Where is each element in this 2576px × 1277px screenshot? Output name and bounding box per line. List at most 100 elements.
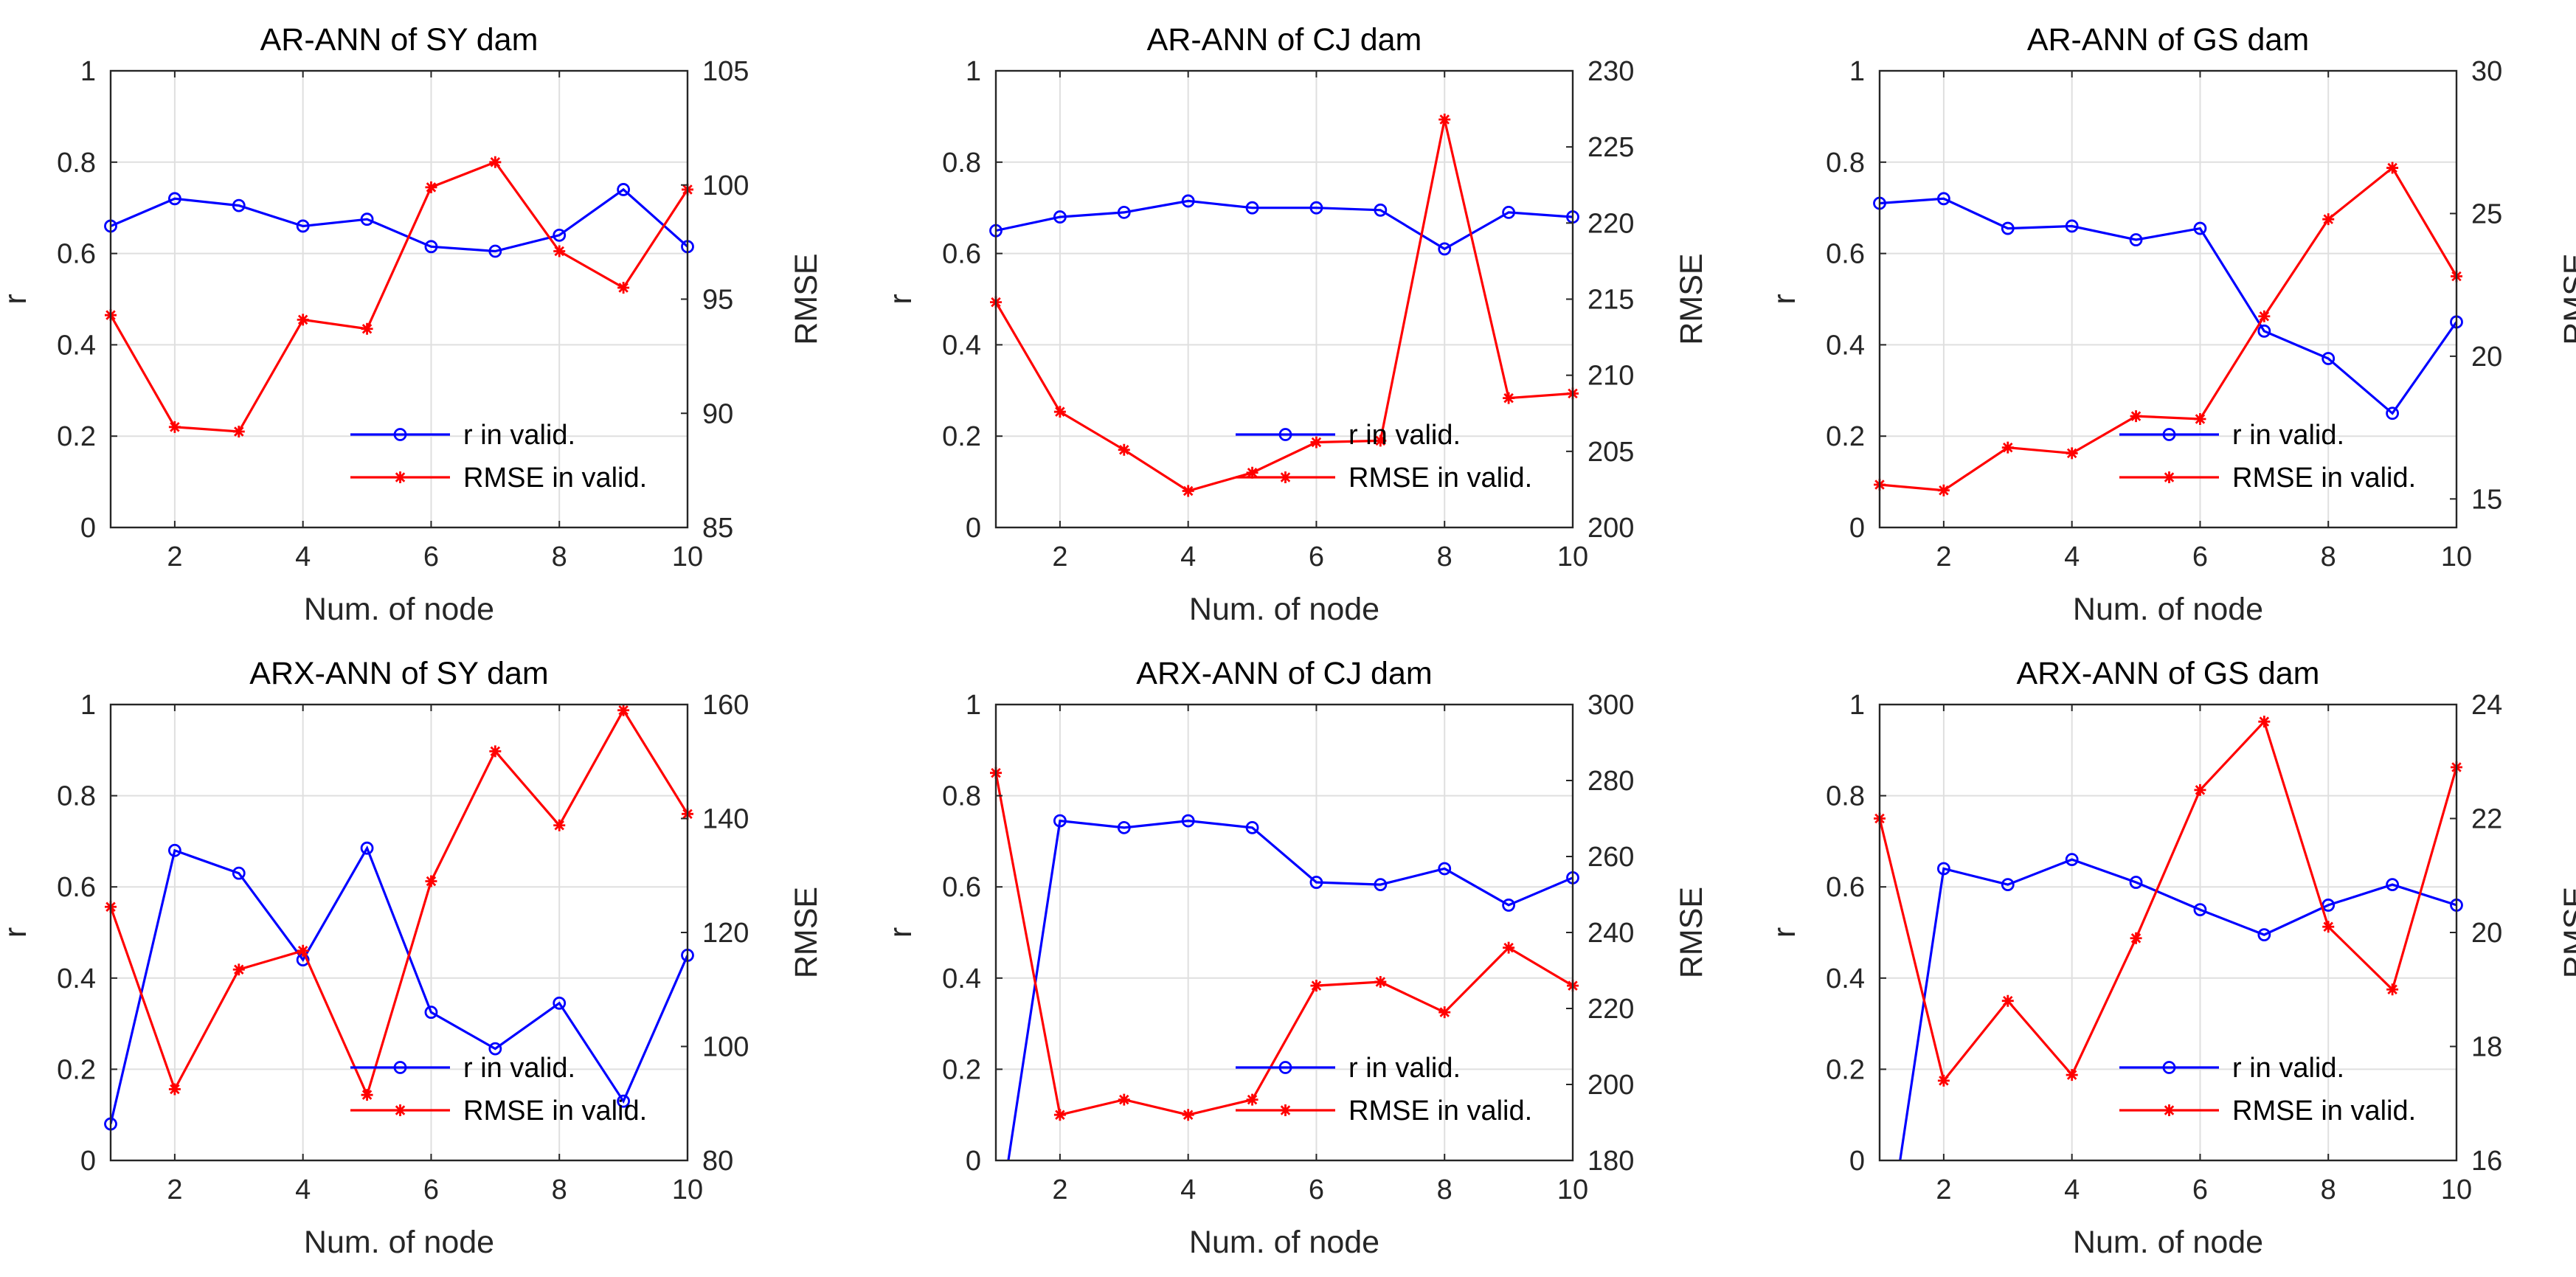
y-left-tick-label: 0 <box>80 1146 96 1177</box>
legend-label: r in valid. <box>463 420 575 451</box>
r-series-line <box>1007 819 1573 1160</box>
y-left-tick-label: 0.2 <box>1826 421 1865 452</box>
legend-label: r in valid. <box>1348 420 1461 451</box>
legend: r in valid. RMSE in valid. <box>350 1053 647 1127</box>
y-left-tick-label: 0 <box>1849 513 1865 544</box>
r-data-point <box>360 212 374 226</box>
y-right-tick-label: 95 <box>702 285 733 316</box>
y-left-axis-label: r <box>1767 927 1802 938</box>
legend: r in valid. RMSE in valid. <box>1236 1053 1532 1127</box>
x-tick-label: 10 <box>672 541 703 572</box>
r-data-point <box>1309 201 1323 215</box>
y-right-tick-label: 100 <box>702 170 749 201</box>
r-data-point <box>2065 853 2079 867</box>
y-right-axis-label: RMSE <box>2558 887 2576 978</box>
rmse-data-point <box>232 963 245 976</box>
y-right-tick-label: 220 <box>1588 994 1634 1025</box>
y-left-tick-label: 0.4 <box>1826 963 1865 994</box>
x-tick-label: 4 <box>2064 541 2080 572</box>
rmse-data-point <box>1310 436 1323 449</box>
y-right-tick-label: 16 <box>2471 1146 2502 1177</box>
x-tick-label: 8 <box>2321 541 2336 572</box>
rmse-data-point <box>2130 410 2142 423</box>
y-right-tick-label: 24 <box>2471 690 2502 721</box>
y-left-tick-label: 0 <box>80 513 96 544</box>
y-left-tick-label: 0.8 <box>1826 148 1865 179</box>
x-tick-label: 6 <box>1309 1174 1324 1205</box>
r-series-line <box>111 187 688 253</box>
r-data-point <box>1245 201 1259 215</box>
r-data-point <box>488 1042 502 1056</box>
legend-marker <box>1279 471 1292 483</box>
y-left-axis-label: r <box>883 294 918 304</box>
y-left-tick-label: 0.6 <box>942 872 981 903</box>
x-tick-label: 8 <box>2321 1174 2336 1205</box>
x-axis-label: Num. of node <box>1189 1225 1379 1260</box>
rmse-data-point <box>617 282 630 294</box>
x-tick-label: 8 <box>1437 1174 1453 1205</box>
rmse-data-point <box>1503 941 1515 954</box>
r-data-point <box>2001 878 2015 892</box>
legend-marker <box>1278 1061 1292 1074</box>
y-left-axis-label: r <box>0 294 33 304</box>
rmse-data-point <box>1118 1093 1130 1106</box>
y-right-tick-label: 140 <box>702 804 749 835</box>
legend-label: r in valid. <box>1348 1053 1461 1084</box>
r-data-point <box>2321 352 2336 365</box>
x-tick-label: 10 <box>2441 1174 2472 1205</box>
legend: r in valid. RMSE in valid. <box>1236 420 1532 494</box>
legend: r in valid. RMSE in valid. <box>350 420 647 494</box>
rmse-data-point <box>2130 932 2142 944</box>
y-left-tick-label: 0.8 <box>57 148 96 179</box>
legend-marker <box>2163 1104 2175 1116</box>
y-left-tick-label: 0 <box>966 513 981 544</box>
r-data-point <box>2257 928 2271 941</box>
rmse-data-point <box>1118 443 1130 456</box>
rmse-data-point <box>2258 716 2271 728</box>
rmse-data-point <box>1374 975 1387 988</box>
chart-panel-5: 2 4 6 8 10 0 0.2 0.4 0.6 0.8 1 180 200 220 240 260 280 30… <box>883 656 1709 1260</box>
x-tick-label: 10 <box>1557 1174 1588 1205</box>
legend-marker <box>2163 471 2175 483</box>
r-data-point <box>296 219 310 233</box>
rmse-data-point <box>2001 441 2014 454</box>
y-right-tick-label: 280 <box>1588 766 1634 797</box>
y-right-tick-label: 105 <box>702 56 749 87</box>
y-right-tick-label: 300 <box>1588 690 1634 721</box>
y-left-tick-label: 0.4 <box>942 963 981 994</box>
y-right-tick-label: 210 <box>1588 361 1634 392</box>
rmse-data-point <box>168 421 181 433</box>
legend-label: RMSE in valid. <box>1348 463 1532 494</box>
x-tick-label: 6 <box>1309 541 1324 572</box>
y-right-tick-label: 200 <box>1588 1070 1634 1101</box>
legend-label: r in valid. <box>2232 420 2344 451</box>
legend-marker <box>1278 428 1292 441</box>
y-left-axis-label: r <box>1767 294 1802 304</box>
y-left-tick-label: 0.2 <box>942 1054 981 1085</box>
legend-label: RMSE in valid. <box>463 1096 647 1127</box>
y-left-tick-label: 0.4 <box>1826 330 1865 361</box>
r-data-point <box>1438 242 1452 256</box>
x-tick-label: 8 <box>552 541 567 572</box>
r-data-point <box>2321 899 2336 912</box>
chart-title: ARX-ANN of GS dam <box>2017 656 2320 691</box>
x-axis-label: Num. of node <box>304 592 494 627</box>
y-left-tick-label: 0.8 <box>1826 781 1865 812</box>
rmse-data-point <box>1182 485 1194 497</box>
x-tick-label: 2 <box>1936 1174 1951 1205</box>
r-series-line <box>1880 197 2456 415</box>
chart-panel-2: 2 4 6 8 10 0 0.2 0.4 0.6 0.8 1 200 205 210 215 220 225 23… <box>883 22 1709 627</box>
legend-marker <box>393 1061 407 1074</box>
x-tick-label: 6 <box>2192 1174 2208 1205</box>
legend-marker <box>2162 1061 2176 1074</box>
y-right-tick-label: 215 <box>1588 285 1634 316</box>
y-right-axis-label: RMSE <box>789 253 824 345</box>
rmse-data-point <box>1937 484 1950 496</box>
r-data-point <box>617 183 631 196</box>
legend-label: r in valid. <box>2232 1053 2344 1084</box>
rmse-series-line <box>111 707 688 1098</box>
y-right-axis-label: RMSE <box>2558 253 2576 345</box>
x-tick-label: 4 <box>295 541 311 572</box>
rmse-data-point <box>1053 406 1066 418</box>
plot-area <box>1880 71 2456 527</box>
